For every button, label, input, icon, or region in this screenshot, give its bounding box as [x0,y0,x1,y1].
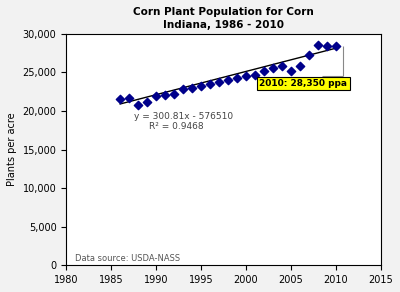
Point [117,97,123,102]
Point [288,68,294,73]
Text: R² = 0.9468: R² = 0.9468 [149,122,204,131]
Text: 2010: 28,350 ppa: 2010: 28,350 ppa [259,79,347,88]
Point [297,64,303,68]
Point [180,87,186,92]
Point [135,102,141,107]
Point [126,95,132,100]
Point [324,44,330,48]
Point [252,72,258,77]
Point [189,86,195,90]
Point [225,78,231,82]
Point [332,44,339,49]
Point [279,64,285,68]
Point [261,68,267,73]
Title: Corn Plant Population for Corn
Indiana, 1986 - 2010: Corn Plant Population for Corn Indiana, … [133,7,314,30]
Point [314,43,321,48]
Point [153,94,159,99]
Point [270,66,276,71]
Point [207,81,213,86]
Text: Data source: USDA-NASS: Data source: USDA-NASS [75,254,180,263]
Point [234,76,240,81]
Point [162,93,168,98]
Point [243,74,249,79]
Point [306,53,312,58]
Point [171,92,177,96]
Point [216,79,222,84]
Text: y = 300.81x - 576510: y = 300.81x - 576510 [134,112,233,121]
Y-axis label: Plants per acre: Plants per acre [7,113,17,186]
Point [144,99,150,104]
Point [198,84,204,88]
